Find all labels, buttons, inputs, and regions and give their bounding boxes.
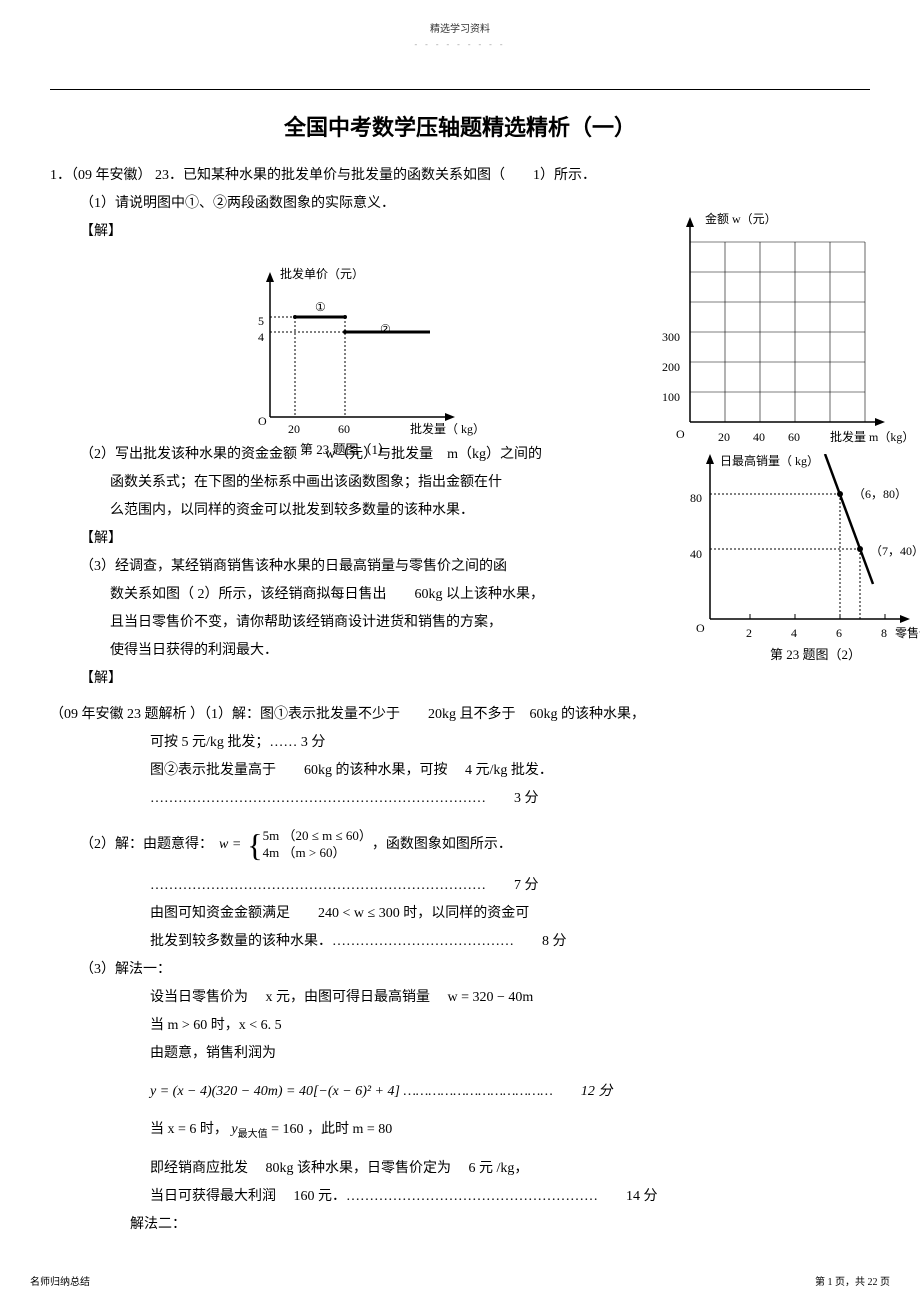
horizontal-rule — [50, 89, 870, 90]
chart3-ylabel: 日最高销量（ kg） — [720, 449, 819, 473]
chart2: 金额 w（元） 300 200 100 O — [650, 212, 920, 442]
jie-3: 【解】 — [50, 665, 870, 693]
brace-icon: { — [247, 829, 262, 861]
footer: 名师归纳总结 第 1 页，共 22 页 — [30, 1273, 890, 1288]
chart1-ylabel: 批发单价（元） — [280, 262, 364, 286]
q1-intro: 1．（09 年安徽） 23．已知某种水果的批发单价与批发量的函数关系如图（ 1）… — [50, 162, 870, 190]
ans-3-header: （3）解法一： — [50, 956, 870, 984]
chart1-m1: ① — [315, 295, 326, 319]
chart3-caption: 第 23 题图（2） — [770, 642, 861, 668]
chart2-o: O — [676, 422, 685, 446]
ans-1a: 可按 5 元/kg 批发；…… 3 分 — [50, 729, 870, 757]
chart2-x40: 40 — [753, 425, 765, 449]
ans-header: （09 年安徽 23 题解析 ）（1）解：图①表示批发量不少于 20kg 且不多… — [50, 701, 870, 729]
chart3-o: O — [696, 616, 705, 640]
chart1-xlabel: 批发量（ kg） — [410, 417, 485, 441]
chart3-xlabel: 零售价（元 — [895, 621, 920, 645]
chart3-p1: （6，80） — [853, 482, 907, 506]
ans-2-header: （2）解：由题意得： — [80, 831, 213, 859]
ans-2-row: （2）解：由题意得： w = { 5m （20 ≤ m ≤ 60） 4m （m … — [50, 828, 870, 862]
chart2-svg — [650, 212, 920, 442]
ans-2c: 批发到较多数量的该种水果．………………………………… 8 分 — [50, 928, 870, 956]
chart1-m2: ② — [380, 317, 391, 341]
chart2-xlabel: 批发量 m（kg） — [830, 425, 914, 449]
chart3: 日最高销量（ kg） 80 40 （6，80） （7，40） O 2 4 6 8… — [675, 454, 920, 664]
ans-1b: 图②表示批发量高于 60kg 的该种水果，可按 4 元/kg 批发． — [50, 757, 870, 785]
ans-3f: 即经销商应批发 80kg 该种水果，日零售价定为 6 元 /kg， — [50, 1155, 870, 1183]
formula-bot: 4m （m > 60） — [263, 845, 346, 860]
footer-left: 名师归纳总结 — [30, 1273, 90, 1288]
chart3-y80: 80 — [690, 486, 702, 510]
ans-2b: 由图可知资金金额满足 240 < w ≤ 300 时，以同样的资金可 — [50, 900, 870, 928]
chart2-y200: 200 — [662, 355, 680, 379]
ans-3e: 当 x = 6 时， y最大值 = 160 ，此时 m = 80 — [50, 1116, 870, 1145]
w-eq: w = — [219, 831, 241, 859]
ans-3a: 设当日零售价为 x 元，由图可得日最高销量 w = 320 − 40m — [50, 984, 870, 1012]
ans-3d: y = (x − 4)(320 − 40m) = 40[−(x − 6)² + … — [50, 1078, 870, 1106]
ans-1c: ……………………………………………………………… 3 分 — [50, 785, 870, 813]
chart2-x20: 20 — [718, 425, 730, 449]
chart1-o: O — [258, 409, 267, 433]
chart2-x60: 60 — [788, 425, 800, 449]
chart1-y4: 4 — [258, 325, 264, 349]
document-title: 全国中考数学压轴题精选精析（一） — [30, 110, 890, 142]
top-dots: - - - - - - - - - — [30, 40, 890, 49]
ans-3c: 由题意，销售利润为 — [50, 1040, 870, 1068]
ans-3b: 当 m > 60 时，x < 6. 5 — [50, 1012, 870, 1040]
chart1-caption: 第 23 题图（1） — [300, 437, 391, 463]
chart3-x2: 2 — [746, 621, 752, 645]
ans-3-m2: 解法二： — [50, 1211, 870, 1239]
top-note: 精选学习资料 — [30, 20, 890, 35]
ans-3g: 当日可获得最大利润 160 元．……………………………………………… 14 分 — [50, 1183, 870, 1211]
chart2-ylabel: 金额 w（元） — [705, 207, 777, 231]
ans-2a: ……………………………………………………………… 7 分 — [50, 872, 870, 900]
formula-end: ，函数图象如图所示． — [372, 831, 512, 859]
chart2-y100: 100 — [662, 385, 680, 409]
footer-right: 第 1 页，共 22 页 — [815, 1273, 890, 1288]
content: 1．（09 年安徽） 23．已知某种水果的批发单价与批发量的函数关系如图（ 1）… — [30, 162, 890, 1239]
formula-top: 5m （20 ≤ m ≤ 60） — [263, 828, 372, 843]
chart3-p2: （7，40） — [870, 539, 920, 563]
chart3-y40: 40 — [690, 542, 702, 566]
chart3-x8: 8 — [881, 621, 887, 645]
chart1: 批发单价（元） ① ② 5 4 O 20 60 批发量（ kg） 第 23 题图… — [240, 267, 500, 452]
chart1-x20: 20 — [288, 417, 300, 441]
chart2-y300: 300 — [662, 325, 680, 349]
